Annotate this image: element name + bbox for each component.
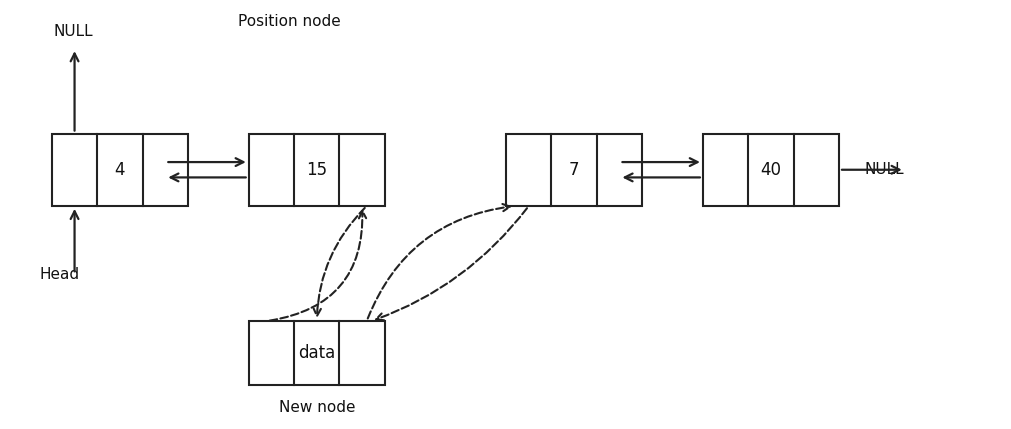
Text: Head: Head [39, 267, 80, 282]
Text: 40: 40 [759, 161, 780, 179]
Text: 4: 4 [114, 161, 125, 179]
Bar [52, 133, 188, 206]
Bar [702, 133, 838, 206]
Text: NULL: NULL [54, 24, 93, 39]
Text: 7: 7 [568, 161, 579, 179]
Text: NULL: NULL [863, 162, 903, 177]
Text: data: data [298, 344, 335, 362]
Text: 15: 15 [306, 161, 327, 179]
Bar [506, 133, 642, 206]
Bar [249, 133, 384, 206]
Bar [249, 321, 384, 385]
Text: Position node: Position node [238, 14, 340, 29]
Text: New node: New node [279, 400, 355, 415]
